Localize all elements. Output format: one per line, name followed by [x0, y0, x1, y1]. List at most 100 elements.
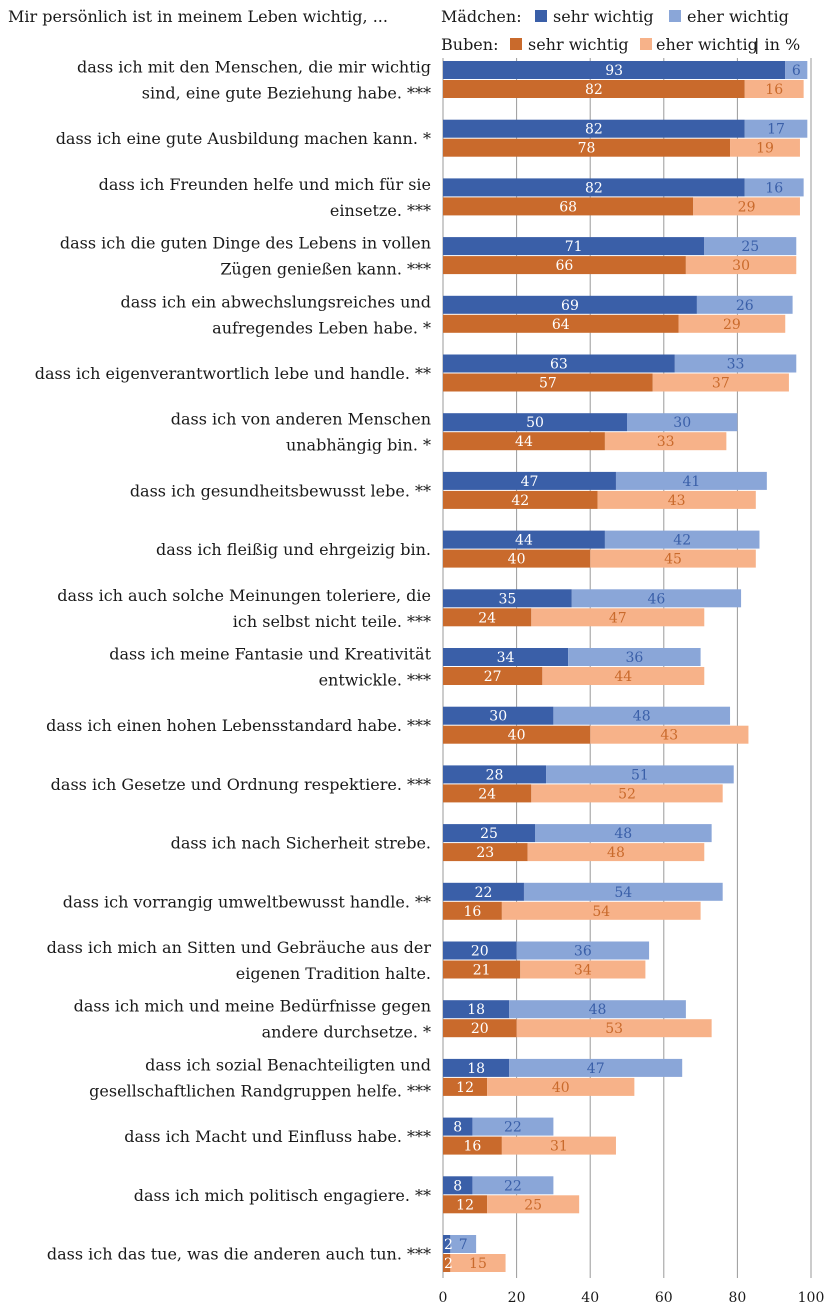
data-label-maedchen-sehr: 93 — [605, 63, 623, 79]
bar-buben-eher — [487, 1077, 635, 1096]
data-label-maedchen-eher: 30 — [673, 415, 691, 431]
data-label-buben-sehr: 23 — [476, 845, 494, 861]
category-label: sind, eine gute Beziehung habe. *** — [142, 84, 431, 103]
category-label: dass ich Freunden helfe und mich für sie — [99, 175, 431, 194]
data-label-maedchen-eher: 54 — [614, 885, 632, 901]
x-axis-ticks: 0 20 40 60 80 100 — [439, 1290, 825, 1306]
data-label-maedchen-eher: 7 — [459, 1237, 468, 1253]
category-label: dass ich auch solche Meinungen toleriere… — [57, 586, 431, 605]
bar-buben-eher — [730, 138, 800, 157]
bar-maedchen-eher — [568, 648, 701, 666]
bar-maedchen-sehr — [443, 61, 786, 79]
data-label-buben-eher: 54 — [592, 904, 610, 920]
data-label-buben-sehr: 12 — [456, 1197, 474, 1213]
data-label-buben-eher: 34 — [574, 963, 592, 979]
data-label-maedchen-sehr: 2 — [444, 1237, 453, 1253]
bar-buben-eher — [542, 667, 705, 685]
category-label: dass ich vorrangig umweltbewusst handle.… — [63, 892, 431, 911]
category-label: entwickle. *** — [319, 671, 431, 690]
category-label: unabhängig bin. * — [286, 436, 431, 455]
bar-maedchen-eher — [509, 1000, 686, 1019]
data-label-buben-eher: 47 — [609, 610, 627, 626]
bar-maedchen-sehr — [443, 1058, 510, 1077]
legend-maedchen-sehr: sehr wichtig — [553, 7, 654, 26]
category-label: dass ich mich an Sitten und Gebräuche au… — [47, 938, 432, 957]
bar-maedchen-sehr — [443, 471, 616, 490]
bar-buben-eher — [516, 1019, 712, 1038]
bar-maedchen-sehr — [443, 413, 627, 432]
bar-maedchen-eher — [615, 471, 767, 490]
data-label-maedchen-sehr: 82 — [585, 122, 603, 138]
bar-maedchen-eher — [553, 706, 731, 725]
data-label-buben-sehr: 40 — [508, 552, 526, 568]
bar-buben-sehr — [443, 843, 528, 862]
data-label-maedchen-eher: 48 — [614, 826, 632, 842]
legend-buben-eher: eher wichtig — [656, 35, 758, 54]
category-label: dass ich sozial Benachteiligten und — [145, 1055, 431, 1074]
bar-buben-sehr — [443, 138, 731, 157]
data-label-buben-sehr: 27 — [484, 669, 502, 685]
data-label-buben-sehr: 44 — [515, 434, 533, 450]
bar-maedchen-eher — [450, 1235, 477, 1253]
data-label-buben-sehr: 20 — [471, 1021, 489, 1037]
data-label-buben-eher: 40 — [552, 1080, 570, 1096]
data-label-buben-eher: 37 — [712, 376, 730, 392]
category-label: dass ich Gesetze und Ordnung respektiere… — [51, 775, 431, 794]
bar-maedchen-sehr — [443, 589, 572, 608]
data-label-maedchen-sehr: 8 — [453, 1120, 462, 1136]
data-label-maedchen-sehr: 82 — [585, 180, 603, 196]
bar-buben-sehr — [443, 256, 686, 275]
data-label-maedchen-sehr: 71 — [565, 239, 583, 255]
bar-maedchen-eher — [604, 530, 760, 549]
bar-buben-eher — [597, 490, 756, 509]
category-label: dass ich von anderen Menschen — [171, 410, 431, 429]
bar-maedchen-eher — [785, 61, 808, 79]
data-label-buben-sehr: 12 — [456, 1080, 474, 1096]
x-tick-label: 80 — [728, 1290, 746, 1306]
data-label-buben-eher: 16 — [765, 82, 783, 98]
data-label-maedchen-eher: 36 — [574, 944, 592, 960]
bar-maedchen-sehr — [443, 354, 675, 373]
data-label-buben-eher: 48 — [607, 845, 625, 861]
bar-maedchen-sehr — [443, 237, 705, 256]
bar-buben-eher — [685, 256, 797, 275]
bar-buben-eher — [652, 373, 789, 392]
bar-buben-sehr — [443, 490, 598, 509]
data-label-maedchen-sehr: 50 — [526, 415, 544, 431]
data-label-buben-eher: 43 — [660, 728, 678, 744]
x-tick-label: 40 — [581, 1290, 599, 1306]
bar-maedchen-sehr — [443, 295, 697, 314]
x-tick-label: 100 — [798, 1290, 825, 1306]
category-label: dass ich mich und meine Bedürfnisse gege… — [74, 997, 431, 1016]
data-label-maedchen-eher: 46 — [648, 591, 666, 607]
data-label-maedchen-eher: 51 — [631, 767, 649, 783]
bar-buben-sehr — [443, 667, 543, 685]
bar-buben-eher — [520, 960, 646, 979]
bar-maedchen-eher — [744, 178, 804, 197]
bar-buben-eher — [501, 901, 701, 920]
category-labels: dass ich mit den Menschen, die mir wicht… — [35, 58, 432, 1264]
bar-maedchen-sehr — [443, 1117, 473, 1136]
bar-maedchen-eher — [472, 1176, 554, 1195]
bar-buben-sehr — [443, 608, 532, 627]
data-label-buben-eher: 29 — [738, 199, 756, 215]
data-label-maedchen-sehr: 28 — [486, 767, 504, 783]
bar-maedchen-sehr — [443, 941, 517, 960]
data-label-maedchen-sehr: 8 — [453, 1178, 462, 1194]
data-label-buben-eher: 33 — [657, 434, 675, 450]
category-label: gesellschaftlichen Randgruppen helfe. **… — [89, 1081, 431, 1100]
data-label-buben-eher: 52 — [618, 786, 636, 802]
bar-buben-sehr — [443, 549, 591, 568]
bar-maedchen-sehr — [443, 1235, 451, 1253]
bar-maedchen-sehr — [443, 1176, 473, 1195]
bar-maedchen-eher — [674, 354, 797, 373]
data-label-maedchen-eher: 17 — [767, 122, 785, 138]
data-label-maedchen-sehr: 63 — [550, 357, 568, 373]
category-label: ich selbst nicht teile. *** — [233, 612, 431, 631]
data-label-buben-sehr: 24 — [478, 786, 496, 802]
data-label-maedchen-eher: 16 — [765, 180, 783, 196]
category-label: dass ich nach Sicherheit strebe. — [171, 834, 431, 853]
data-label-buben-sehr: 78 — [578, 141, 596, 157]
bar-buben-sehr — [443, 1077, 488, 1096]
data-label-buben-eher: 45 — [664, 552, 682, 568]
